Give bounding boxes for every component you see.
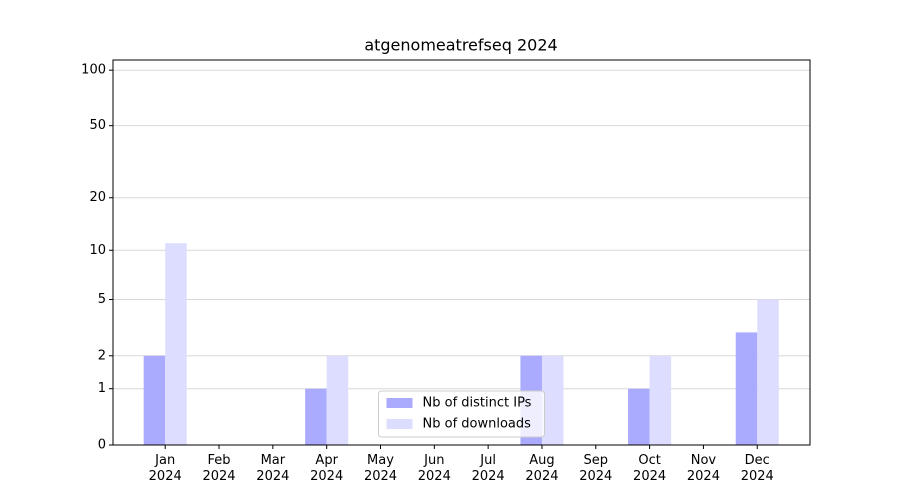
x-tick-label: Jun 2024 <box>417 453 451 484</box>
y-tick-label: 0 <box>98 438 106 453</box>
plot-frame <box>112 59 811 446</box>
x-tick-label: Jan 2024 <box>148 453 182 484</box>
y-tick-label: 1 <box>98 381 106 396</box>
legend: Nb of distinct IPs Nb of downloads <box>378 390 545 438</box>
bar <box>305 388 327 445</box>
y-tick-label: 50 <box>89 118 106 133</box>
bar <box>143 355 166 445</box>
legend-label: Nb of distinct IPs <box>423 396 532 411</box>
bar <box>541 355 564 445</box>
x-tick-label: Jul 2024 <box>471 453 505 484</box>
x-tick-label: Nov 2024 <box>686 453 720 484</box>
y-tick-label: 10 <box>89 243 106 258</box>
legend-frame <box>378 390 545 438</box>
x-tick-label: May 2024 <box>363 453 398 484</box>
legend-swatch <box>386 398 413 408</box>
legend-swatch <box>386 419 413 429</box>
bar <box>649 355 672 445</box>
x-tick-label: Mar 2024 <box>256 453 290 484</box>
legend-label: Nb of downloads <box>423 417 532 432</box>
bar <box>326 355 349 445</box>
y-tick-label: 2 <box>98 348 106 363</box>
y-tick-label: 20 <box>89 190 106 205</box>
x-tick-label: Aug 2024 <box>525 453 559 484</box>
y-tick-label: 100 <box>81 63 106 78</box>
x-tick-label: Dec 2024 <box>740 453 774 484</box>
bar <box>735 332 758 445</box>
bar <box>757 299 779 445</box>
x-tick-label: Sep 2024 <box>579 453 613 484</box>
x-tick-label: Oct 2024 <box>633 453 667 484</box>
x-tick-label: Apr 2024 <box>310 453 344 484</box>
bar <box>628 388 650 445</box>
bar <box>165 243 187 445</box>
chart-title: atgenomeatrefseq 2024 <box>364 36 557 55</box>
y-tick-label: 5 <box>98 292 106 307</box>
x-tick-label: Feb 2024 <box>202 453 236 484</box>
